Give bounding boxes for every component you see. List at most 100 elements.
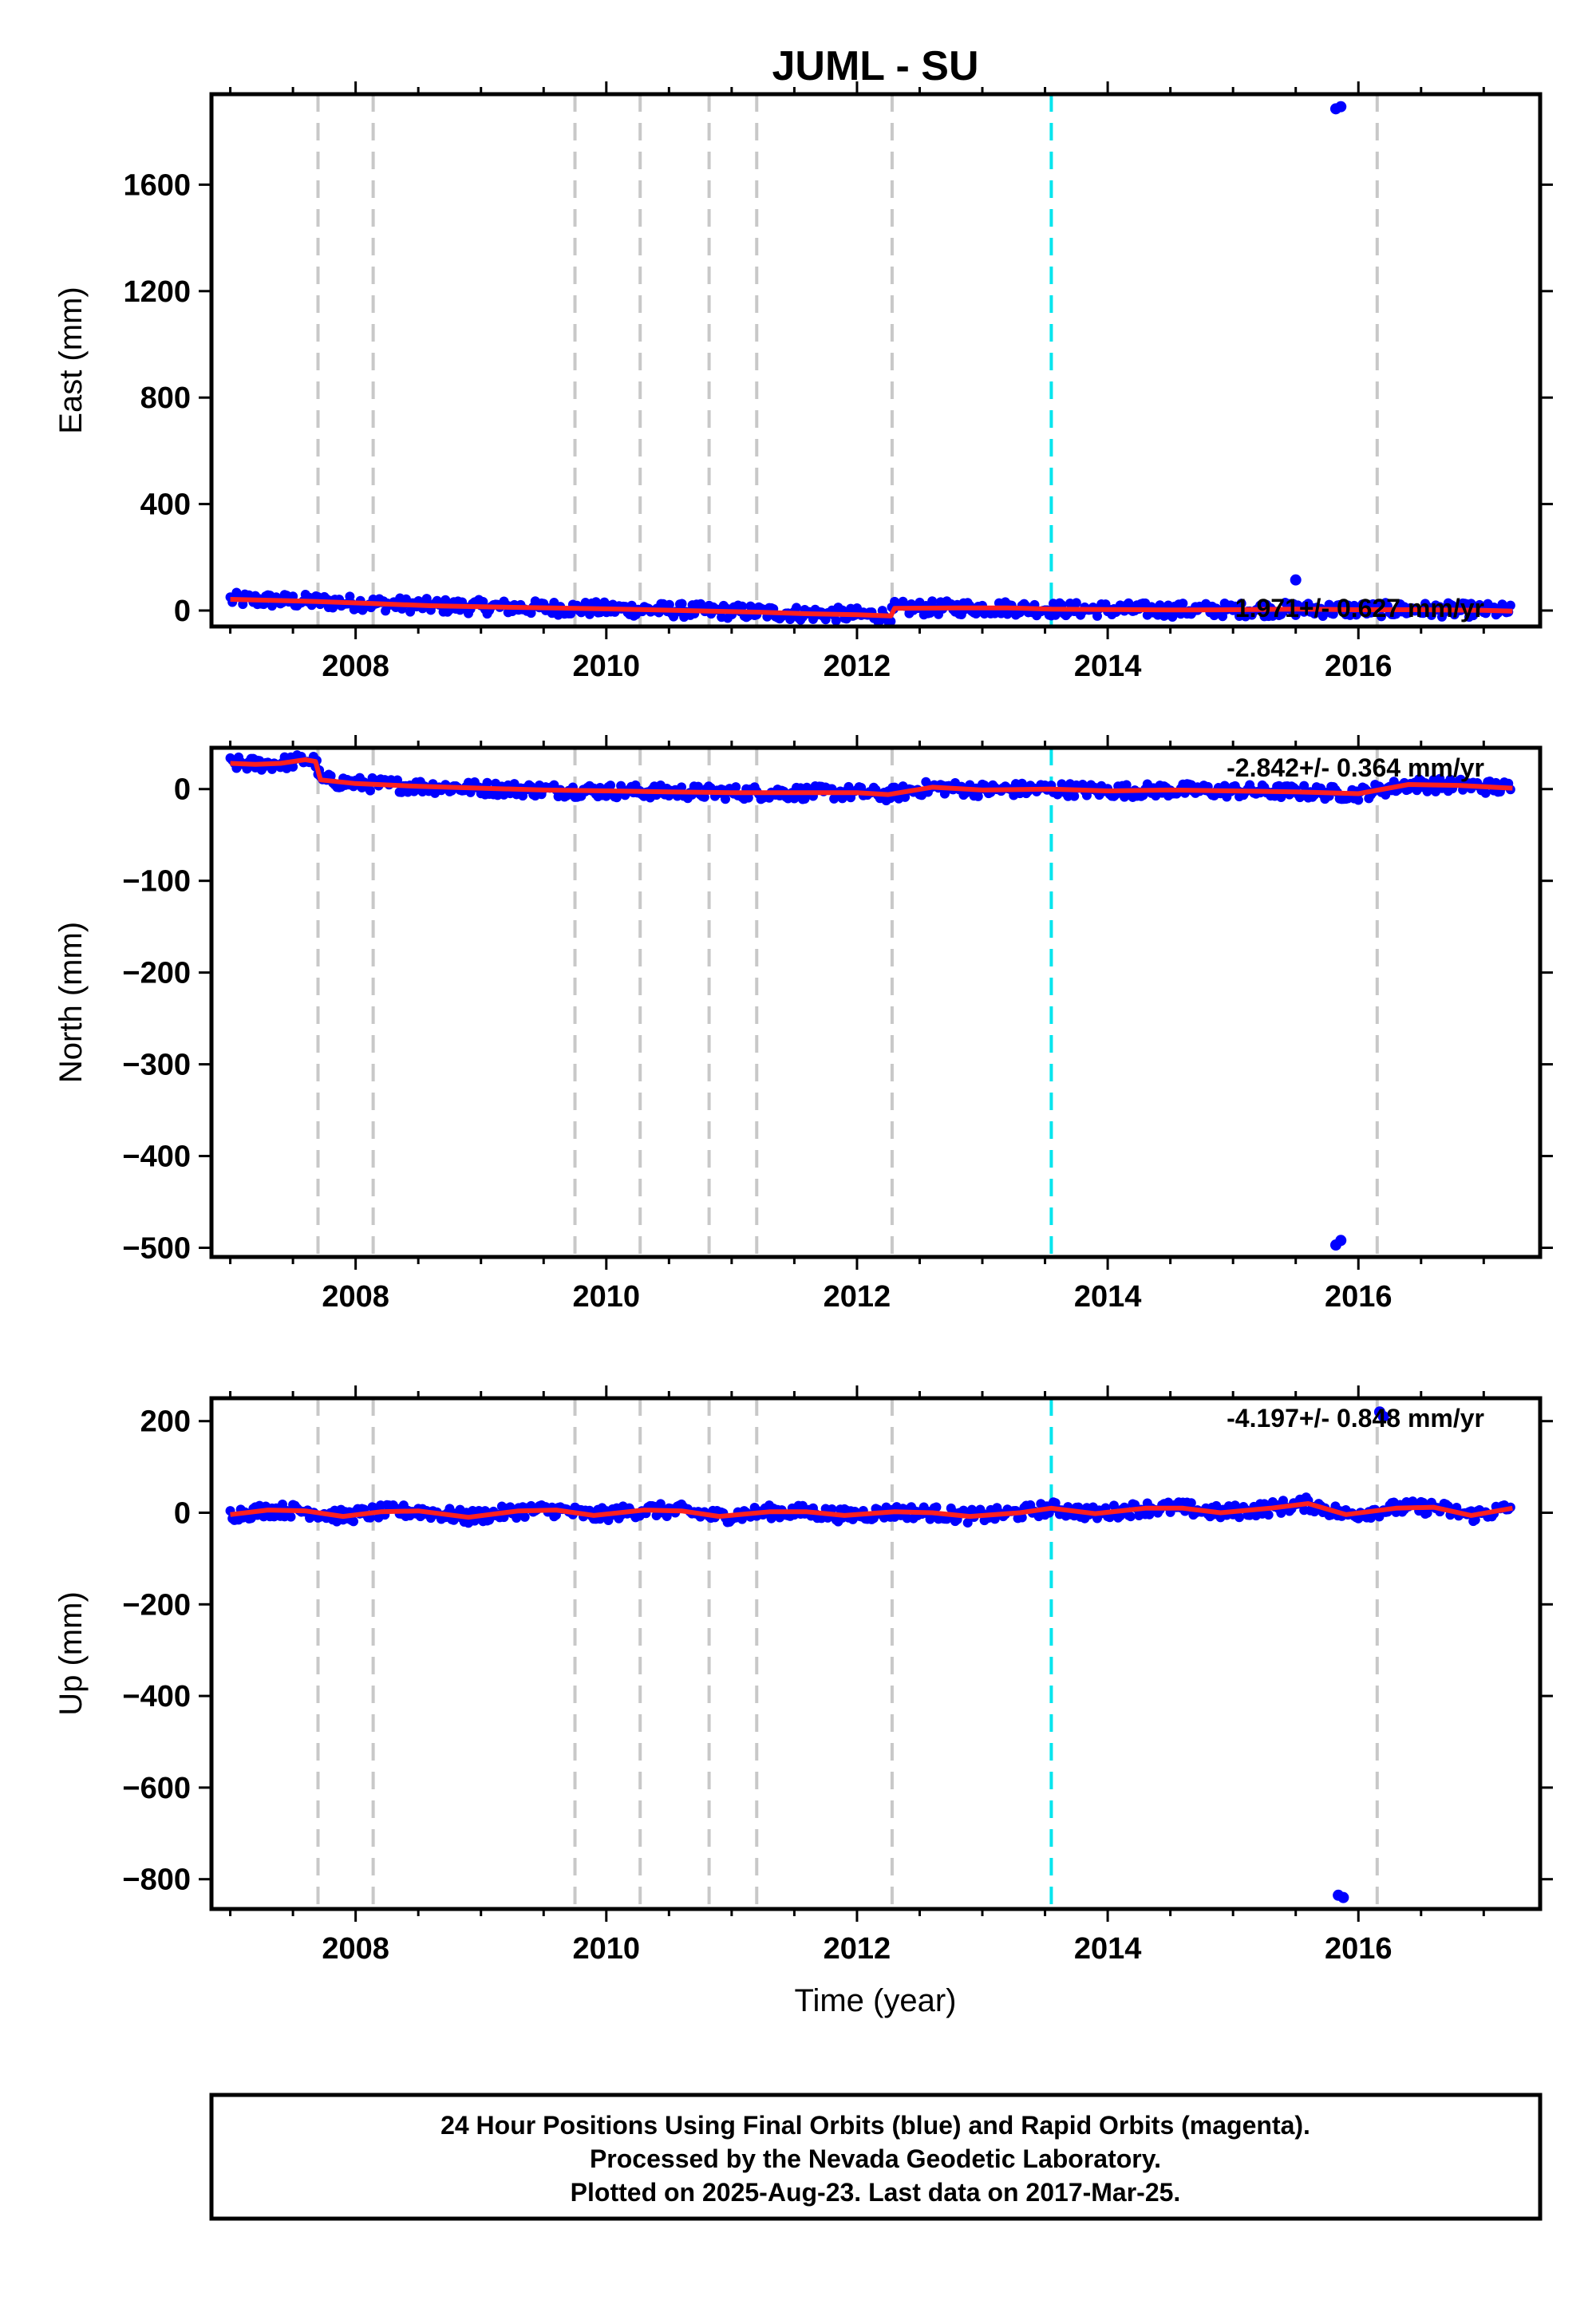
x-tick-label: 2014 xyxy=(1074,1280,1142,1314)
data-point xyxy=(1468,611,1479,621)
y-tick-label: 200 xyxy=(140,1405,191,1439)
data-point xyxy=(655,1499,666,1509)
panel-plot-area-up xyxy=(225,1406,1515,1903)
data-point xyxy=(440,595,451,605)
data-point xyxy=(1092,611,1102,621)
data-point xyxy=(1186,1498,1196,1508)
data-point xyxy=(1353,795,1364,805)
data-point xyxy=(662,1512,672,1522)
y-tick-label: −600 xyxy=(122,1772,191,1805)
data-point xyxy=(288,761,298,772)
data-point xyxy=(392,775,402,785)
data-point xyxy=(973,791,983,801)
data-point xyxy=(1125,1512,1136,1522)
panel-frame xyxy=(209,745,1543,1259)
data-point xyxy=(1071,598,1081,608)
footer-line-3: Plotted on 2025-Aug-23. Last data on 201… xyxy=(571,2178,1181,2207)
x-tick-label: 2012 xyxy=(824,650,891,683)
data-point xyxy=(345,591,355,602)
data-point xyxy=(677,599,687,609)
y-tick-label: 800 xyxy=(140,381,191,415)
panel-north: −500 −400 −300 −200 −100 0 North (mm) 2008 2010 2… xyxy=(53,735,1553,1314)
x-tick-label: 2016 xyxy=(1325,1932,1393,1966)
data-point xyxy=(927,596,938,607)
x-tick-label: 2008 xyxy=(322,650,389,683)
data-point xyxy=(365,785,375,796)
velocity-label: -2.842+/- 0.364 mm/yr xyxy=(1227,753,1484,782)
panel-frame xyxy=(209,1396,1543,1911)
data-point xyxy=(792,603,802,613)
velocity-label: -4.197+/- 0.848 mm/yr xyxy=(1227,1404,1484,1433)
data-point xyxy=(603,1515,614,1525)
y-tick-label: 0 xyxy=(174,773,191,807)
outlier-point xyxy=(1377,1410,1389,1422)
x-tick-label: 2010 xyxy=(573,1932,641,1966)
data-point xyxy=(693,781,703,792)
data-point xyxy=(1505,600,1515,611)
outlier-point xyxy=(1337,1891,1349,1903)
x-tick-label: 2012 xyxy=(824,1280,891,1314)
data-point xyxy=(482,777,492,788)
data-point xyxy=(1365,1513,1376,1524)
data-point xyxy=(743,792,753,803)
data-point xyxy=(664,599,674,610)
data-point xyxy=(737,601,748,611)
data-point xyxy=(721,794,731,804)
data-point xyxy=(886,616,896,626)
model-fit-line xyxy=(230,597,1513,619)
outlier-point xyxy=(1335,1235,1347,1247)
data-point xyxy=(606,781,616,791)
data-point xyxy=(1299,781,1310,791)
outlier-point xyxy=(1335,101,1347,113)
panel-frame xyxy=(209,92,1543,629)
model-fit-line xyxy=(230,757,1513,797)
chart-panels: 0 400 800 1200 1600 East (mm) 2008 2010 2012 2014… xyxy=(53,81,1553,1966)
y-tick-label: 1600 xyxy=(123,168,191,202)
data-point xyxy=(478,597,488,607)
data-point xyxy=(519,1512,530,1522)
y-tick-label: 0 xyxy=(174,595,191,628)
data-point xyxy=(731,782,741,792)
y-tick-label: −400 xyxy=(122,1680,191,1713)
data-point xyxy=(286,1512,296,1522)
x-tick-label: 2008 xyxy=(322,1280,389,1314)
x-tick-label: 2012 xyxy=(824,1932,891,1966)
y-tick-label: −500 xyxy=(122,1232,191,1266)
y-tick-label: 0 xyxy=(174,1496,191,1530)
y-tick-label: −300 xyxy=(122,1049,191,1082)
data-point xyxy=(1178,599,1188,609)
x-tick-label: 2010 xyxy=(573,1280,641,1314)
velocity-label: 1.971+/- 0.627 mm/yr xyxy=(1235,594,1484,622)
data-point xyxy=(349,1516,359,1527)
x-tick-label: 2010 xyxy=(573,650,641,683)
outlier-point xyxy=(1290,574,1302,586)
panel-plot-area-north xyxy=(225,750,1515,1251)
y-tick-label: −100 xyxy=(122,865,191,899)
y-tick-label: 400 xyxy=(140,488,191,522)
footer-box xyxy=(209,2093,1543,2221)
model-fit-line xyxy=(230,1501,1513,1520)
data-point xyxy=(1236,599,1246,609)
chart-title: JUML - SU xyxy=(772,43,978,89)
data-point xyxy=(566,608,576,619)
y-tick-label: −200 xyxy=(122,957,191,990)
y-tick-label: −800 xyxy=(122,1863,191,1897)
y-axis-label: North (mm) xyxy=(53,922,89,1083)
x-tick-label: 2014 xyxy=(1074,1932,1142,1966)
panel-up: −800 −600 −400 −200 0 200 Up (mm) 2008 2010 2012 2… xyxy=(53,1385,1553,1966)
data-point xyxy=(827,1504,837,1515)
data-point xyxy=(831,615,841,626)
x-tick-label: 2008 xyxy=(322,1932,389,1966)
data-point xyxy=(1480,788,1491,798)
panel-east: 0 400 800 1200 1600 East (mm) 2008 2010 2012 2014… xyxy=(53,81,1553,683)
y-axis-label: East (mm) xyxy=(53,287,89,433)
y-tick-label: −200 xyxy=(122,1588,191,1622)
x-tick-label: 2014 xyxy=(1074,650,1142,683)
data-point xyxy=(962,1518,973,1528)
data-point xyxy=(1069,791,1080,801)
footer-line-1: 24 Hour Positions Using Final Orbits (bl… xyxy=(440,2111,1310,2140)
x-axis-label: Time (year) xyxy=(795,1983,957,2018)
footer-line-2: Processed by the Nevada Geodetic Laborat… xyxy=(590,2144,1161,2173)
data-point xyxy=(1263,1510,1274,1520)
data-point xyxy=(1377,611,1387,622)
